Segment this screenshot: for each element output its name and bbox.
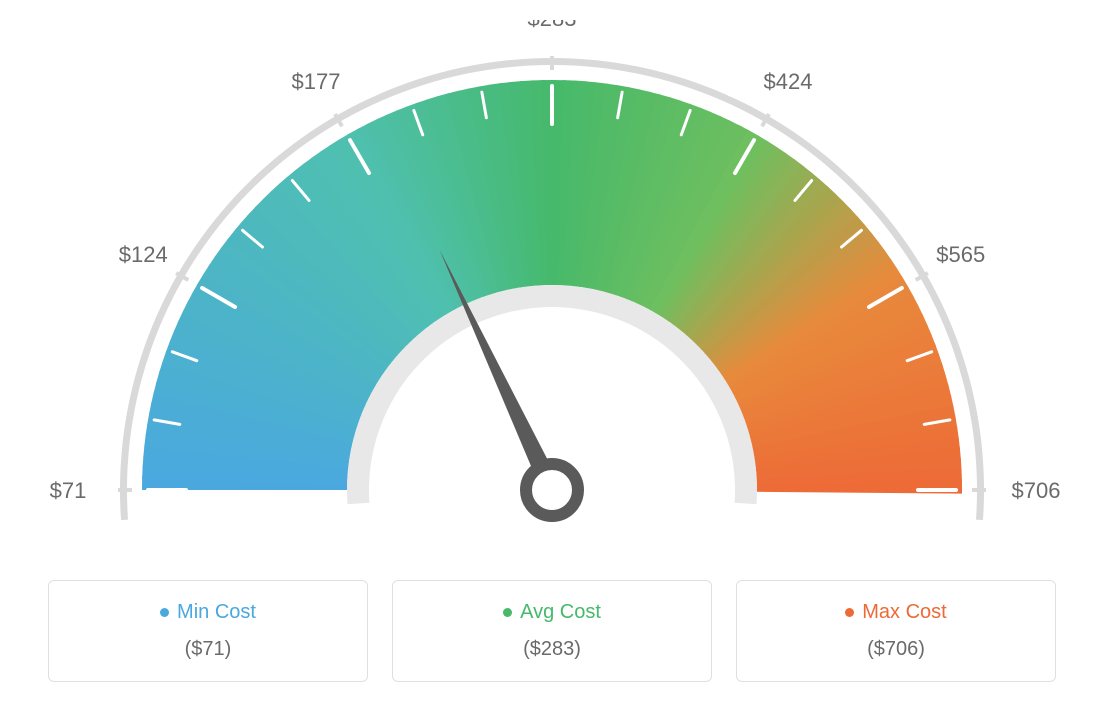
gauge-tick-label: $71 [50,478,87,503]
legend-min: Min Cost ($71) [48,580,368,682]
gauge-tick-label: $565 [936,242,985,267]
legend-avg-value: ($283) [421,638,683,661]
legend-avg-dot [503,608,512,617]
gauge-svg: $71 $124 $177 $283 $424 $565 $706 [22,20,1082,560]
legend-max: Max Cost ($706) [736,580,1056,682]
legend-avg-label: Avg Cost [421,601,683,624]
gauge-tick-label: $124 [119,242,168,267]
legend-min-text: Min Cost [177,601,256,624]
legend-max-text: Max Cost [862,601,946,624]
legend-row: Min Cost ($71) Avg Cost ($283) Max Cost … [20,580,1084,682]
legend-min-label: Min Cost [77,601,339,624]
legend-max-value: ($706) [765,638,1027,661]
gauge-tick-label: $424 [764,69,813,94]
legend-min-value: ($71) [77,638,339,661]
gauge-chart: $71 $124 $177 $283 $424 $565 $706 [22,20,1082,560]
legend-avg-text: Avg Cost [520,601,601,624]
gauge-tick-label: $177 [292,69,341,94]
legend-max-label: Max Cost [765,601,1027,624]
gauge-tick-label: $283 [528,20,577,31]
gauge-tick-label: $706 [1012,478,1061,503]
gauge-hub [526,464,578,516]
legend-max-dot [845,608,854,617]
legend-avg: Avg Cost ($283) [392,580,712,682]
legend-min-dot [160,608,169,617]
